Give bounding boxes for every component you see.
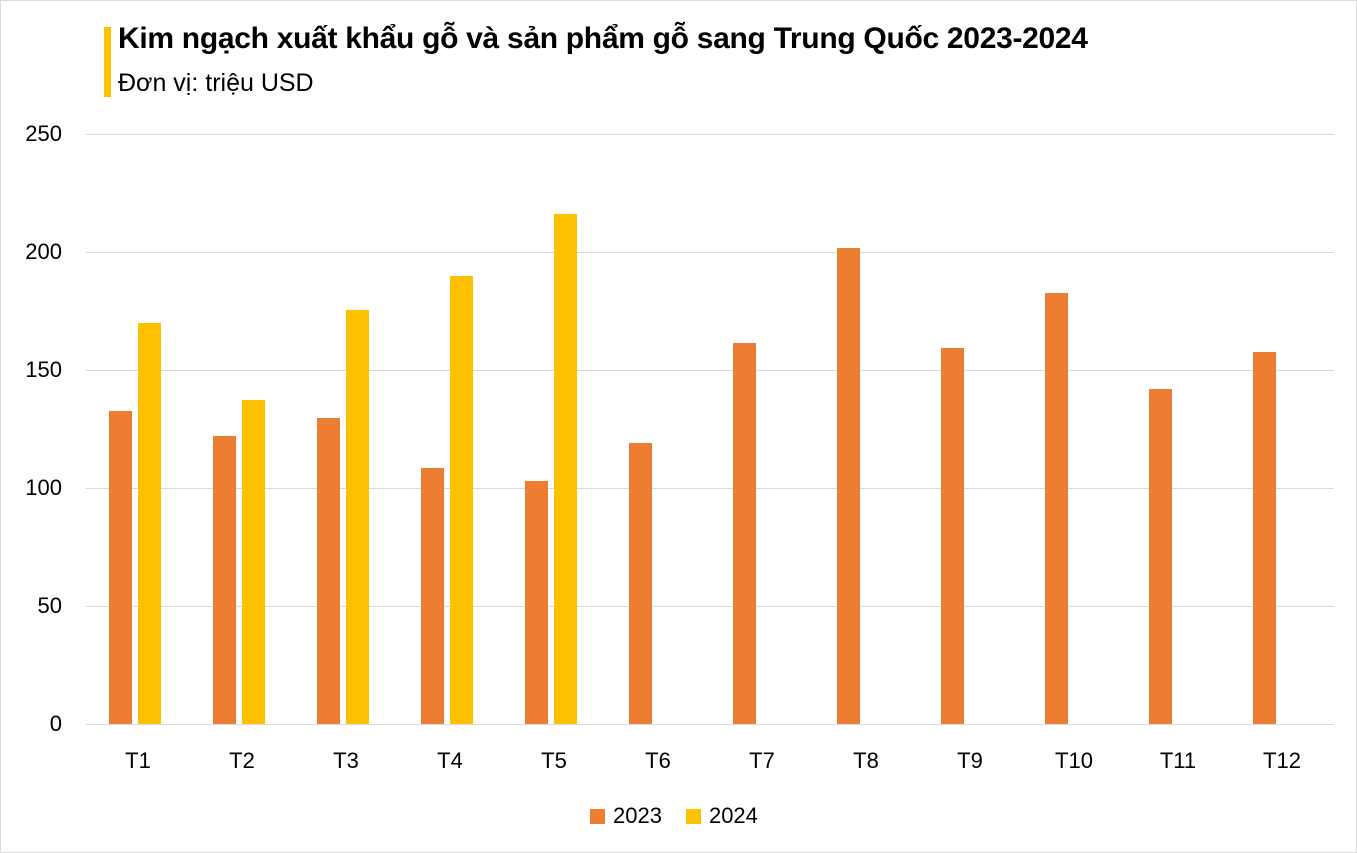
bar-2023-T5 [525, 480, 548, 724]
bar-2023-T1 [109, 411, 132, 724]
legend: 2023 2024 [590, 803, 774, 829]
bar-2023-T7 [733, 342, 756, 724]
x-tick-label: T9 [957, 748, 983, 773]
y-tick-label: 200 [25, 239, 62, 264]
x-tick-label: T4 [437, 748, 463, 773]
bar-2024-T3 [346, 309, 369, 724]
bar-2023-T10 [1045, 293, 1068, 724]
legend-item-2023: 2023 [590, 803, 662, 829]
x-tick-label: T5 [541, 748, 567, 773]
y-tick-label: 50 [37, 593, 62, 618]
x-tick-label: T11 [1159, 748, 1197, 773]
gridline [86, 370, 1334, 371]
legend-item-2024: 2024 [685, 803, 758, 829]
gridline [86, 488, 1334, 489]
bar-2024-T1 [138, 322, 161, 724]
chart-title: Kim ngạch xuất khẩu gỗ và sản phẩm gỗ sa… [118, 22, 1088, 55]
legend-label-2023: 2023 [613, 803, 662, 828]
x-tick-label: T12 [1263, 748, 1301, 773]
gridline [86, 134, 1334, 135]
title-accent-bar [104, 27, 111, 97]
legend-swatch-2023 [590, 808, 605, 824]
x-tick-label: T6 [645, 748, 671, 773]
gridline [86, 606, 1334, 607]
bar-2023-T8 [837, 248, 860, 724]
y-tick-label: 100 [25, 475, 62, 500]
bar-2023-T4 [421, 467, 444, 724]
bar-2023-T3 [317, 418, 340, 724]
bar-2023-T12 [1253, 352, 1276, 724]
x-tick-label: T1 [125, 748, 151, 773]
x-tick-label: T10 [1055, 748, 1093, 773]
bar-2024-T4 [450, 275, 473, 724]
x-tick-label: T7 [749, 748, 775, 773]
y-tick-label: 150 [25, 357, 62, 382]
x-tick-label: T2 [229, 748, 255, 773]
bar-2023-T2 [213, 436, 236, 724]
plot-area [86, 134, 1334, 725]
chart-subtitle: Đơn vị: triệu USD [118, 69, 314, 97]
x-tick-label: T3 [333, 748, 359, 773]
bar-2024-T5 [554, 214, 577, 724]
y-tick-label: 250 [25, 121, 62, 146]
bar-2024-T2 [242, 399, 265, 724]
gridline [86, 724, 1334, 725]
bar-2023-T9 [941, 347, 964, 724]
legend-label-2024: 2024 [708, 803, 758, 828]
bar-2023-T6 [629, 443, 652, 724]
gridline [86, 252, 1334, 253]
y-tick-label: 0 [49, 711, 62, 736]
bar-2023-T11 [1149, 388, 1172, 724]
x-tick-label: T8 [853, 748, 879, 773]
legend-swatch-2024 [685, 808, 701, 824]
